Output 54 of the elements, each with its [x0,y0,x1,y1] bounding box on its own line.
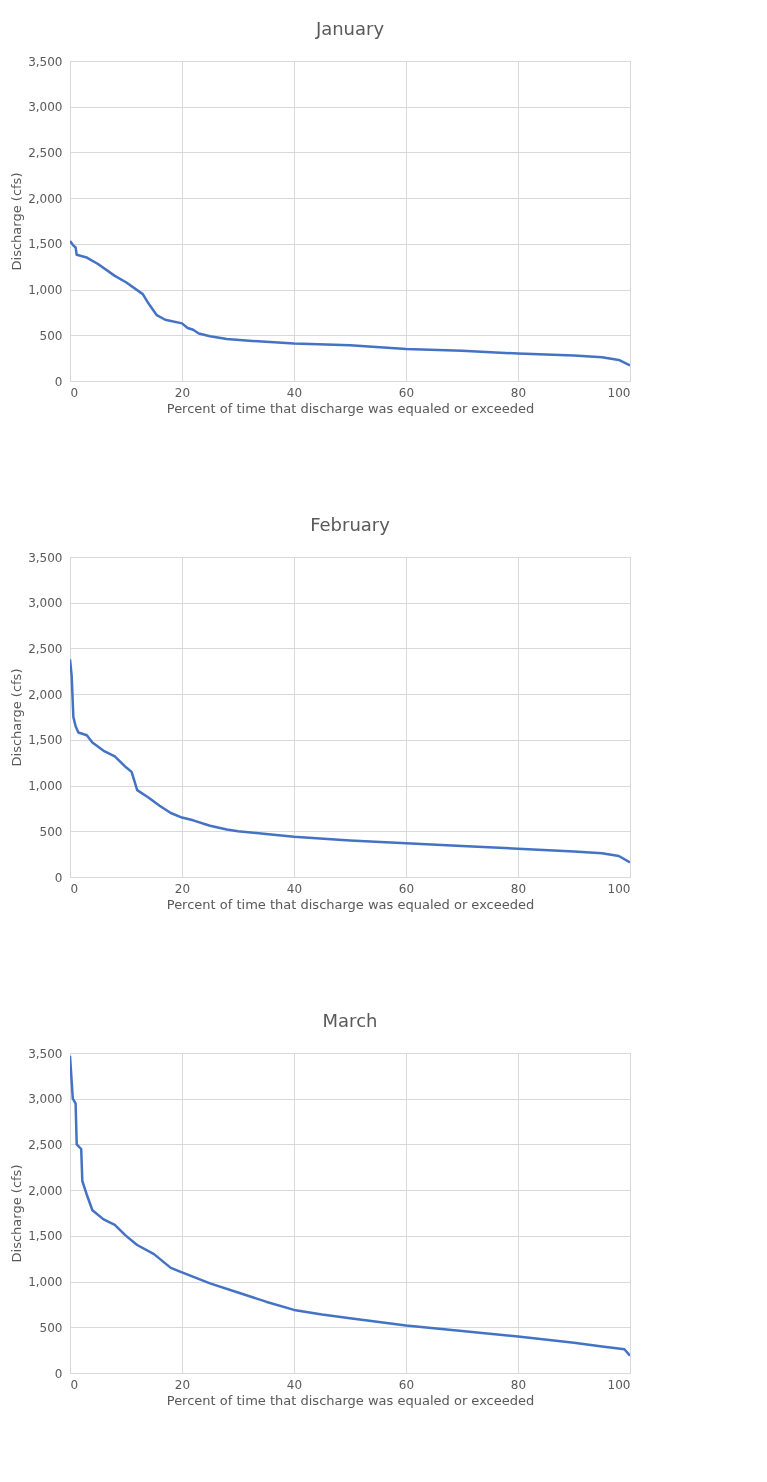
y-tick-label: 1,500 [28,733,63,748]
x-tick-label: 0 [70,881,79,896]
x-axis-title: Percent of time that discharge was equaled or exceeded [166,1392,535,1408]
x-tick-label: 20 [174,1377,191,1392]
y-tick-label: 3,500 [28,550,63,565]
x-axis-title: Percent of time that discharge was equaled or exceeded [166,896,535,912]
x-tick-label: 80 [510,881,527,896]
y-tick-label: 500 [39,824,63,839]
y-tick-label: 3,500 [28,1046,63,1061]
y-tick-label: 2,000 [28,191,63,206]
line-series [70,658,630,864]
x-tick-label: 100 [607,881,631,896]
y-tick-label: 2,000 [28,1183,63,1198]
x-tick-label: 0 [70,385,79,400]
x-tick-label: 100 [607,1377,631,1392]
y-tick-label: 3,000 [28,1092,63,1107]
y-tick-label: 1,000 [28,1275,63,1290]
chart-title: February [310,514,391,535]
y-axis-title: Discharge (cfs) [9,1164,25,1263]
y-axis-title: Discharge (cfs) [9,668,25,767]
y-tick-label: 2,000 [28,687,63,702]
y-tick-label: 500 [39,328,63,343]
y-axis-title: Discharge (cfs) [9,172,25,271]
x-tick-label: 40 [286,385,303,400]
x-tick-label: 60 [398,385,415,400]
y-tick-label: 1,500 [28,237,63,252]
y-tick-label: 1,000 [28,283,63,298]
y-tick-label: 0 [54,374,63,389]
x-tick-label: 60 [398,881,415,896]
line-series [70,1054,630,1357]
y-tick-label: 2,500 [28,145,63,160]
line-series [70,239,630,367]
y-tick-label: 500 [39,1320,63,1335]
x-tick-label: 60 [398,1377,415,1392]
y-tick-label: 1,500 [28,1229,63,1244]
x-tick-label: 40 [286,1377,303,1392]
x-tick-label: 0 [70,1377,79,1392]
x-tick-label: 20 [174,881,191,896]
y-tick-label: 3,000 [28,100,63,115]
x-tick-label: 20 [174,385,191,400]
y-tick-label: 1,000 [28,779,63,794]
chart-title: January [314,18,385,39]
chart-title: March [322,1010,378,1031]
y-tick-label: 2,500 [28,1137,63,1152]
x-axis-title: Percent of time that discharge was equaled or exceeded [166,400,535,416]
x-tick-label: 80 [510,385,527,400]
x-tick-label: 100 [607,385,631,400]
x-tick-label: 40 [286,881,303,896]
y-tick-label: 3,000 [28,596,63,611]
y-tick-label: 0 [54,870,63,885]
y-tick-label: 2,500 [28,641,63,656]
x-tick-label: 80 [510,1377,527,1392]
y-tick-label: 3,500 [28,54,63,69]
y-tick-label: 0 [54,1366,63,1381]
